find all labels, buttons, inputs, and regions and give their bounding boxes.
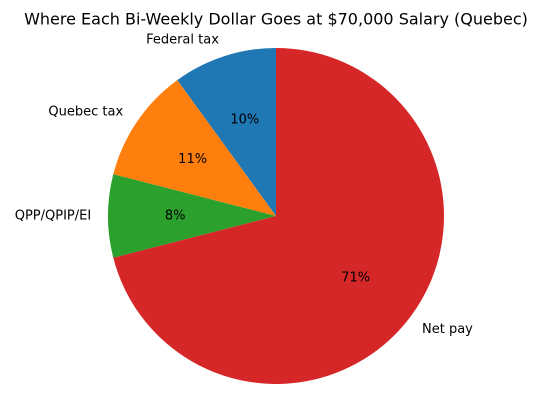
- pie-slice: [107, 174, 276, 258]
- pie-slice: [113, 80, 276, 216]
- percent-label: 11%: [178, 152, 207, 167]
- pie-slice: [177, 48, 276, 216]
- percent-label: 10%: [230, 113, 259, 128]
- slice-label: Federal tax: [146, 33, 219, 48]
- percent-label: 8%: [165, 209, 186, 224]
- slice-label: Net pay: [422, 322, 473, 337]
- pie-slice: [113, 48, 445, 384]
- slice-label: QPP/QPIP/EI: [15, 209, 91, 224]
- chart-title: Where Each Bi-Weekly Dollar Goes at $70,…: [24, 10, 528, 29]
- slice-label: Quebec tax: [48, 105, 123, 120]
- percent-label: 71%: [341, 270, 370, 285]
